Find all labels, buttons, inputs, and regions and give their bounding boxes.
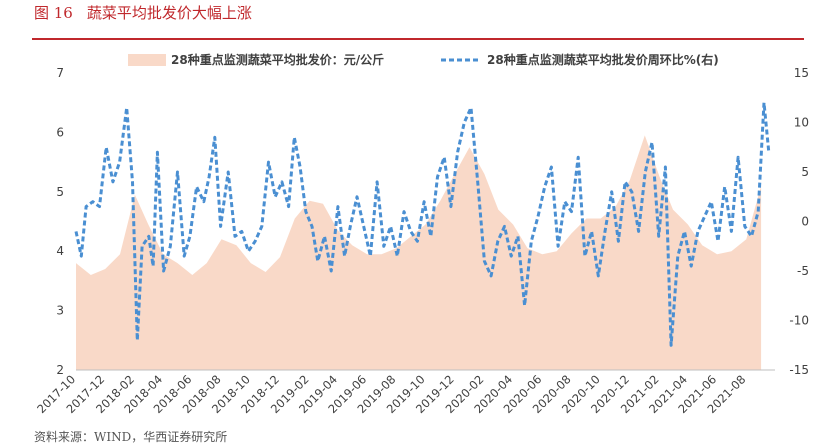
y-tick-label: 4: [56, 244, 64, 258]
y-tick-label: 6: [56, 125, 64, 139]
series-area-price: [76, 135, 762, 370]
legend-label-line: 28种重点监测蔬菜平均批发价周环比%(右): [487, 52, 719, 67]
y2-tick-label: 5: [801, 165, 809, 179]
legend-label-area: 28种重点监测蔬菜平均批发价：元/公斤: [171, 52, 384, 67]
chart: 234567-15-10-50510152017-102017-122018-0…: [34, 52, 809, 416]
y2-tick-label: -10: [789, 314, 809, 328]
source-note: 资料来源：WIND，华西证券研究所: [34, 430, 228, 444]
y-tick-label: 3: [56, 304, 64, 318]
area-layer: [76, 135, 762, 370]
y-tick-label: 5: [56, 185, 64, 199]
figure-title: 图 16 蔬菜平均批发价大幅上涨: [34, 2, 252, 23]
figure-number: 图 16: [34, 4, 73, 22]
line-layer: [74, 101, 771, 347]
y2-tick-label: 15: [794, 66, 809, 80]
title-rule: [32, 38, 804, 40]
y2-tick-label: -15: [789, 363, 809, 377]
y2-tick-label: 0: [801, 215, 809, 229]
y-tick-label: 2: [56, 363, 64, 377]
legend-swatch-area: [128, 54, 166, 66]
figure-title-text: 蔬菜平均批发价大幅上涨: [86, 4, 252, 22]
y2-tick-label: -5: [797, 264, 809, 278]
legend: 28种重点监测蔬菜平均批发价：元/公斤 28种重点监测蔬菜平均批发价周环比%(右): [128, 52, 719, 67]
y2-tick-label: 10: [794, 116, 809, 130]
series-line-wow: [74, 101, 771, 347]
y-tick-label: 7: [56, 66, 64, 80]
